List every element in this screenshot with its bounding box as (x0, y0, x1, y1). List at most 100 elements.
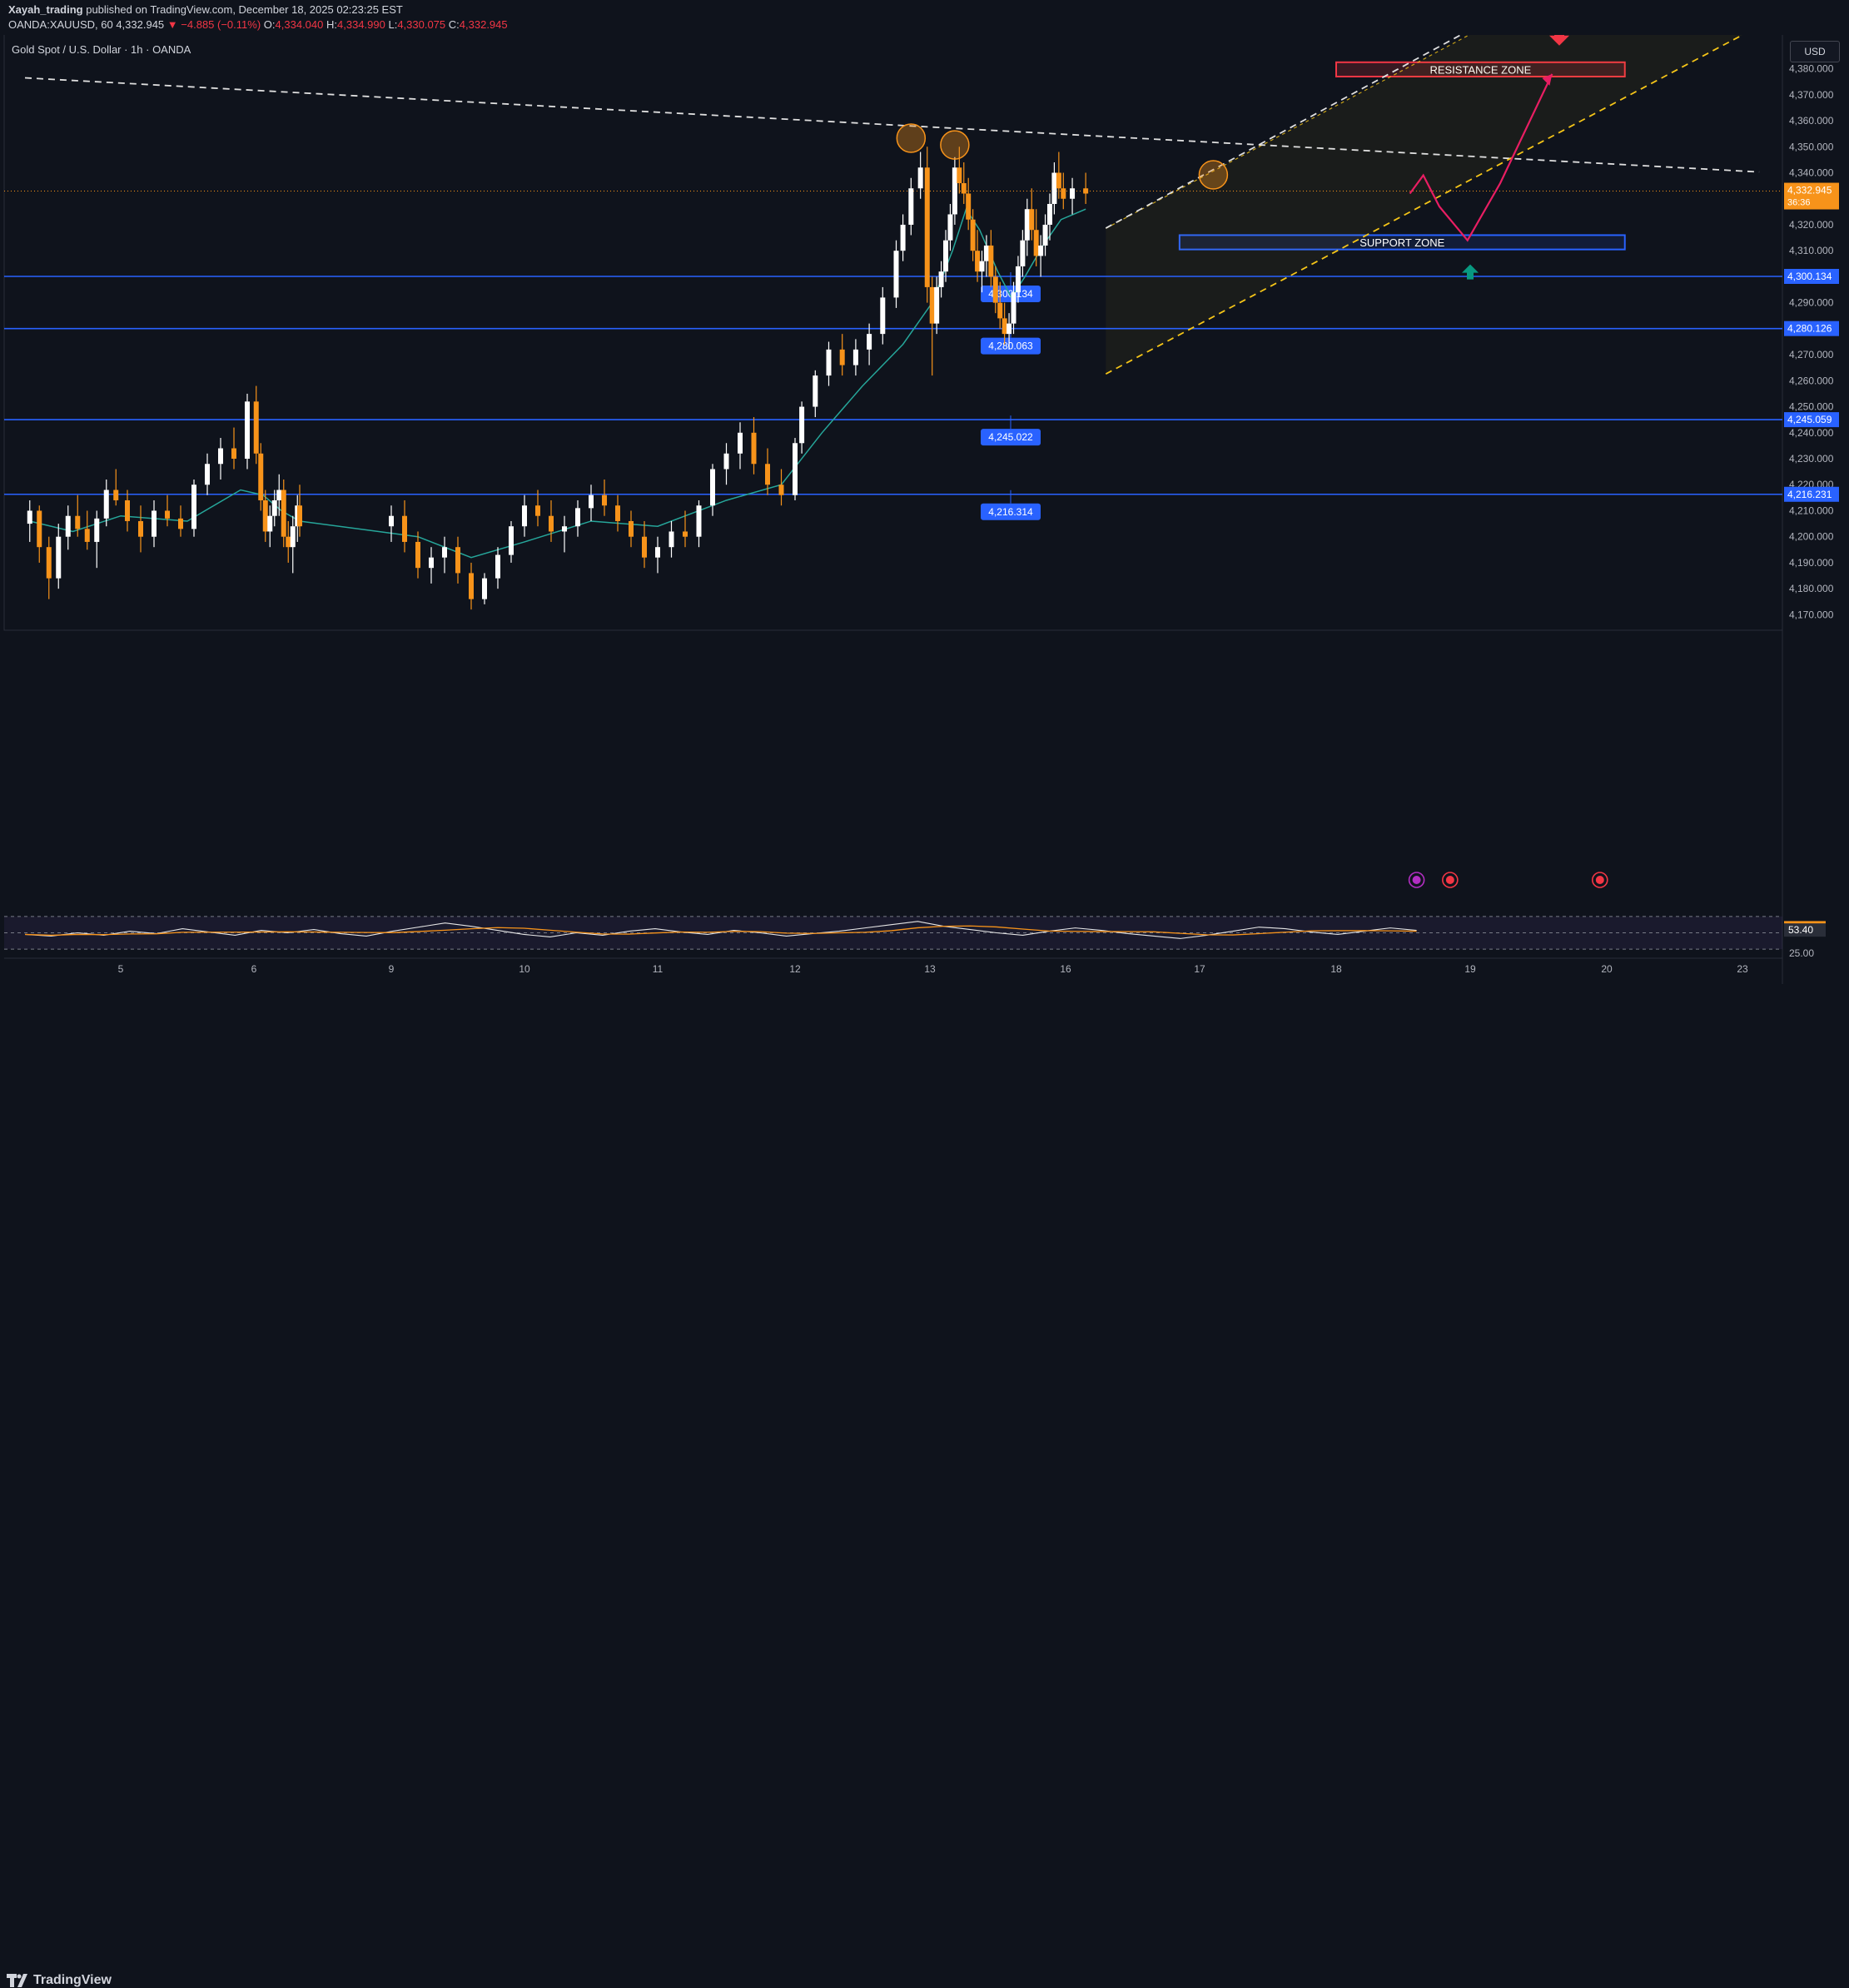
candle-body (738, 432, 743, 454)
candle (799, 401, 805, 454)
candle (813, 370, 818, 418)
candle-body (867, 334, 872, 350)
candle (642, 520, 647, 569)
chart-area[interactable]: RESISTANCE ZONE SUPPORT ZONE 4,300.134 4,28… (0, 0, 1849, 984)
candle-body (1046, 203, 1052, 225)
candle-body (1029, 209, 1035, 231)
trendline-3 (1105, 34, 1743, 375)
y-tick-label: 4,290.000 (1789, 297, 1834, 309)
candle (113, 469, 119, 506)
y-tick-label: 4,210.000 (1789, 504, 1834, 516)
candle-body (1024, 209, 1030, 241)
candle-body (669, 531, 674, 548)
price-chart[interactable]: RESISTANCE ZONE SUPPORT ZONE 4,300.134 4,28… (0, 0, 1849, 984)
candle (276, 474, 282, 516)
rsi-ma-line (24, 925, 1417, 937)
x-tick-label: 13 (924, 963, 936, 975)
candle (696, 499, 702, 548)
chart-background (0, 35, 1849, 984)
author-name[interactable]: Xayah_trading (8, 3, 83, 16)
candle-body (125, 499, 130, 521)
ascending-channel-fill (1106, 0, 1742, 375)
x-tick-label: 6 (251, 963, 257, 975)
candle (997, 281, 1003, 329)
candle-body (415, 541, 420, 569)
candle (535, 490, 540, 527)
candle-body (966, 193, 972, 220)
candle (290, 515, 296, 574)
candle (793, 438, 798, 500)
candle (988, 230, 994, 287)
candle (1020, 230, 1026, 277)
candle (267, 505, 273, 548)
support-zone-label: SUPPORT ZONE (1359, 236, 1444, 249)
candle (103, 480, 109, 527)
level-badge (1784, 321, 1839, 336)
candle (389, 505, 394, 542)
candle-body (929, 286, 935, 324)
y-tick-label: 4,180.000 (1789, 583, 1834, 594)
candle-body (84, 529, 90, 542)
channel-upper-line (1106, 0, 1536, 229)
event-icon-us-flag (1442, 872, 1459, 888)
level-badge (1784, 412, 1839, 428)
level-label-text: 4,245.022 (988, 431, 1033, 443)
candle (826, 341, 832, 386)
candle (966, 177, 972, 231)
candle (1042, 214, 1048, 256)
candle (1051, 162, 1057, 215)
candle-body (957, 167, 962, 183)
close-label: C: (448, 18, 460, 31)
candle (46, 536, 52, 599)
x-tick-label: 16 (1060, 963, 1071, 975)
candle-body (975, 251, 981, 272)
currency-button[interactable]: USD (1790, 41, 1840, 62)
candle-body (952, 167, 957, 215)
y-tick-label: 4,240.000 (1789, 427, 1834, 439)
candle (943, 230, 949, 282)
candle-body (917, 167, 923, 189)
level-badge (1784, 486, 1839, 502)
footer: TradingView (0, 984, 1849, 1987)
y-tick-label: 4,360.000 (1789, 115, 1834, 127)
candle-body (880, 297, 886, 335)
candle-body (56, 536, 62, 579)
y-tick-label: 4,380.000 (1789, 63, 1834, 75)
candle (1056, 152, 1061, 199)
candle (429, 547, 434, 584)
candle-body (1056, 172, 1061, 189)
candle (165, 495, 170, 527)
candle (402, 499, 407, 553)
candle (1015, 256, 1021, 303)
level-label-left: 4,245.022 (981, 415, 1041, 446)
candle (908, 177, 914, 236)
candle-body (908, 188, 914, 225)
y-tick-label: 4,370.000 (1789, 89, 1834, 101)
candle (983, 235, 989, 277)
candle-body (152, 510, 157, 537)
candle-body (979, 261, 985, 272)
candle-body (495, 554, 500, 579)
last-price: 4,332.945 (116, 18, 165, 31)
rsi-badge-text: 53.40 (1788, 924, 1813, 936)
candle (205, 453, 210, 495)
last-price-badge-text: 4,332.945 (1787, 185, 1832, 196)
candle-body (1020, 240, 1026, 266)
candle-body (429, 557, 434, 569)
candle-body (1033, 230, 1039, 256)
candle (1083, 172, 1089, 204)
candle-body (938, 271, 944, 287)
candle (27, 499, 32, 542)
candle (1024, 198, 1030, 256)
candle-body (178, 518, 183, 529)
candle (231, 427, 236, 470)
buy-arrow-icon (1462, 264, 1479, 280)
candle (469, 562, 474, 610)
candle-body (575, 508, 580, 527)
candle (839, 334, 845, 376)
candle (84, 510, 90, 550)
candle-body (290, 526, 296, 548)
tradingview-logo[interactable]: TradingView (7, 1973, 112, 1988)
candle-body (983, 245, 989, 261)
candle-body (723, 453, 729, 470)
